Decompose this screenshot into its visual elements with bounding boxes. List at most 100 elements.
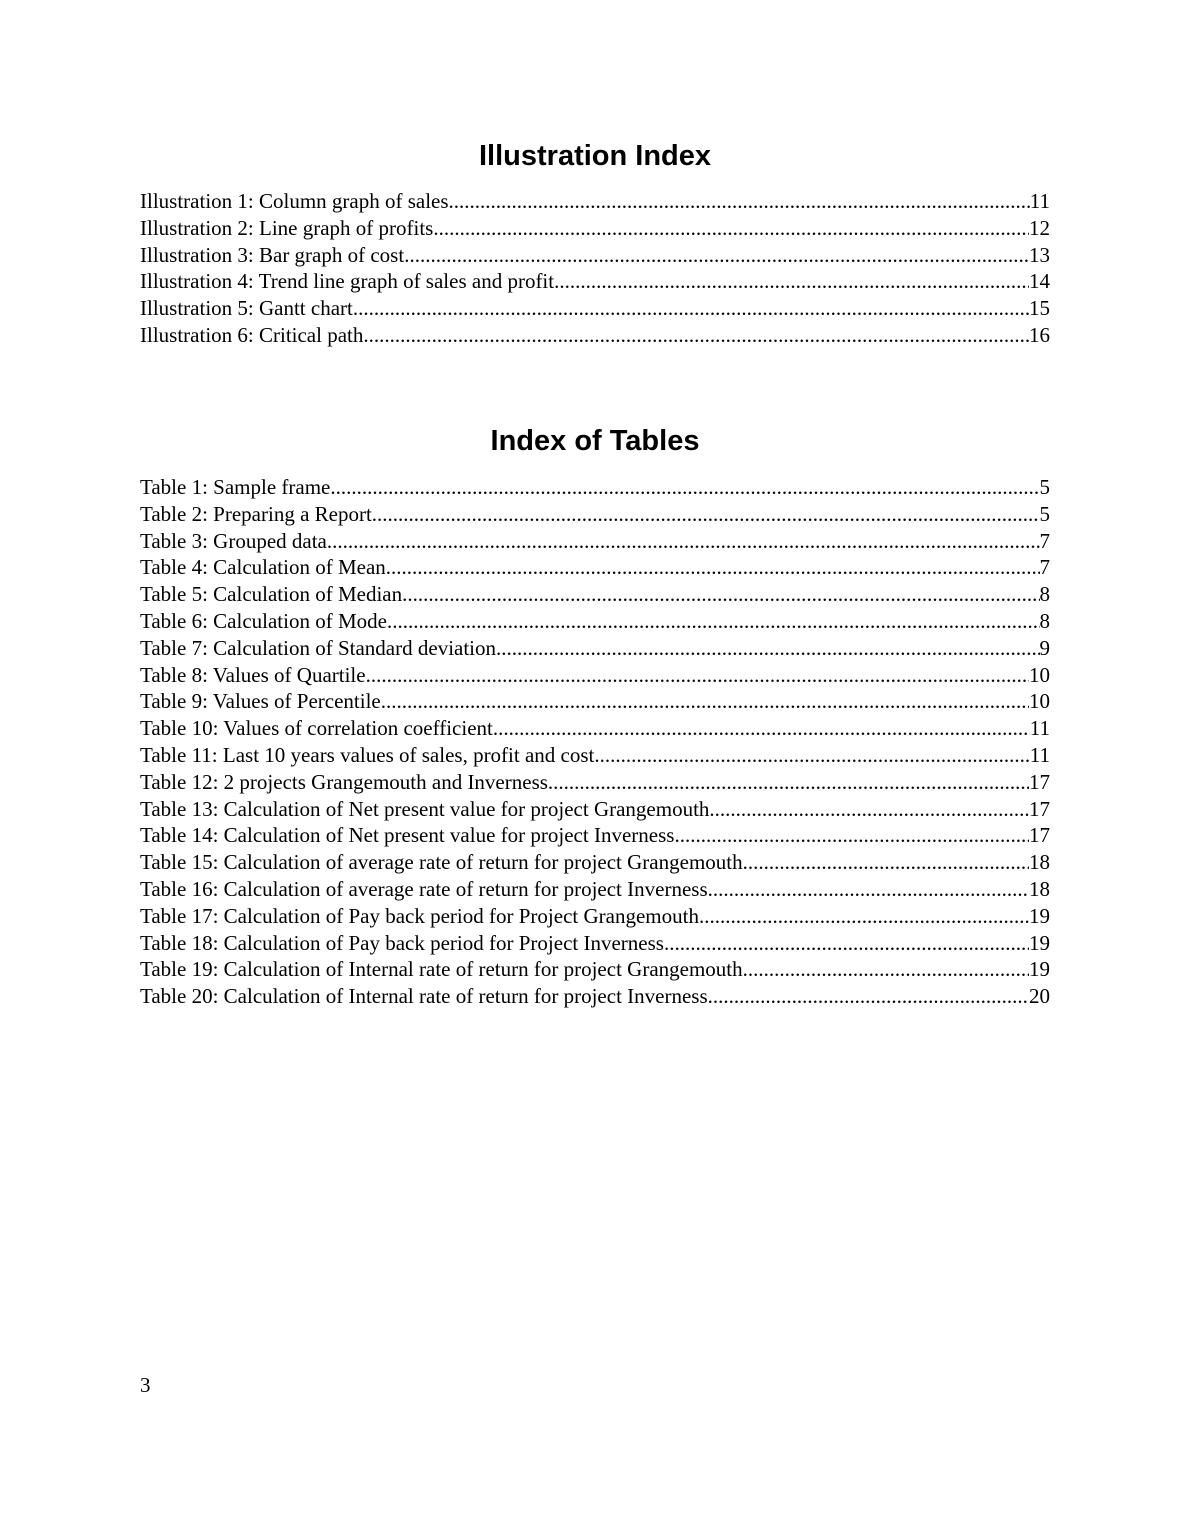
entry-label: Table 16: Calculation of average rate of… xyxy=(140,876,708,901)
illustration-index-title: Illustration Index xyxy=(478,140,712,172)
entry-label: Table 17: Calculation of Pay back period… xyxy=(140,903,699,928)
entry-label: Table 19: Calculation of Internal rate o… xyxy=(140,957,743,982)
index-entry[interactable]: Table 3: Grouped data 7 xyxy=(140,528,1050,555)
index-entry[interactable]: Table 16: Calculation of average rate of… xyxy=(140,876,1050,903)
entry-page-number: 19 xyxy=(1029,957,1050,982)
entry-label: Illustration 4: Trend line graph of sale… xyxy=(140,269,555,294)
entry-label: Table 20: Calculation of Internal rate o… xyxy=(140,984,708,1009)
entry-page-number: 16 xyxy=(1029,322,1050,347)
entry-page-number: 14 xyxy=(1029,269,1050,294)
entry-label: Table 8: Values of Quartile xyxy=(140,662,366,687)
dot-leader xyxy=(372,501,1040,528)
entry-page-number: 15 xyxy=(1029,296,1050,321)
index-entry[interactable]: Illustration 6: Critical path 16 xyxy=(140,322,1050,349)
entry-label: Table 11: Last 10 years values of sales,… xyxy=(140,742,595,767)
entry-label: Table 10: Values of correlation coeffici… xyxy=(140,716,493,741)
dot-leader xyxy=(363,322,1029,349)
index-entry[interactable]: Table 17: Calculation of Pay back period… xyxy=(140,903,1050,930)
index-entry[interactable]: Table 14: Calculation of Net present val… xyxy=(140,822,1050,849)
entry-label: Table 3: Grouped data xyxy=(140,528,327,553)
entry-label: Table 18: Calculation of Pay back period… xyxy=(140,930,664,955)
entry-label: Illustration 2: Line graph of profits xyxy=(140,215,434,240)
entry-label: Table 7: Calculation of Standard deviati… xyxy=(140,635,497,660)
dot-leader xyxy=(743,849,1029,876)
dot-leader xyxy=(387,608,1040,635)
index-entry[interactable]: Illustration 4: Trend line graph of sale… xyxy=(140,268,1050,295)
entry-page-number: 19 xyxy=(1029,930,1050,955)
index-entry[interactable]: Table 15: Calculation of average rate of… xyxy=(140,849,1050,876)
index-entry[interactable]: Table 4: Calculation of Mean 7 xyxy=(140,554,1050,581)
entry-label: Table 12: 2 projects Grangemouth and Inv… xyxy=(140,769,548,794)
entry-page-number: 17 xyxy=(1029,823,1050,848)
entry-label: Table 9: Values of Percentile xyxy=(140,689,381,714)
dot-leader xyxy=(353,295,1029,322)
dot-leader xyxy=(449,188,1030,215)
index-entry[interactable]: Illustration 2: Line graph of profits 12 xyxy=(140,215,1050,242)
index-entry[interactable]: Table 5: Calculation of Median 8 xyxy=(140,581,1050,608)
index-entry[interactable]: Illustration 3: Bar graph of cost 13 xyxy=(140,242,1050,269)
entry-page-number: 5 xyxy=(1039,475,1051,499)
dot-leader xyxy=(743,956,1029,983)
entry-label: Table 2: Preparing a Report xyxy=(140,501,372,526)
entry-label: Illustration 5: Gantt chart xyxy=(140,296,353,321)
dot-leader xyxy=(708,876,1029,903)
entry-page-number: 17 xyxy=(1029,769,1050,794)
entry-page-number: 11 xyxy=(1029,716,1050,741)
dot-leader xyxy=(493,715,1030,742)
index-entry[interactable]: Table 6: Calculation of Mode 8 xyxy=(140,608,1050,635)
index-entry[interactable]: Table 2: Preparing a Report 5 xyxy=(140,501,1050,528)
entry-page-number: 7 xyxy=(1039,555,1051,580)
entry-label: Table 6: Calculation of Mode xyxy=(140,608,387,633)
index-entry[interactable]: Table 9: Values of Percentile 10 xyxy=(140,688,1050,715)
table-index-title: Index of Tables xyxy=(490,425,700,457)
index-entry[interactable]: Table 1: Sample frame 5 xyxy=(140,474,1050,501)
dot-leader xyxy=(708,983,1029,1010)
dot-leader xyxy=(433,215,1029,242)
entry-page-number: 11 xyxy=(1029,189,1050,213)
entry-page-number: 20 xyxy=(1029,984,1050,1009)
entry-label: Table 14: Calculation of Net present val… xyxy=(140,823,675,848)
entry-page-number: 9 xyxy=(1039,635,1051,660)
dot-leader xyxy=(386,554,1040,581)
dot-leader xyxy=(709,796,1029,823)
entry-label: Table 1: Sample frame xyxy=(140,475,331,499)
entry-page-number: 8 xyxy=(1039,582,1051,607)
index-entry[interactable]: Table 10: Values of correlation coeffici… xyxy=(140,715,1050,742)
index-entry[interactable]: Table 11: Last 10 years values of sales,… xyxy=(140,742,1050,769)
entry-label: Table 4: Calculation of Mean xyxy=(140,555,386,580)
index-entry[interactable]: Illustration 5: Gantt chart 15 xyxy=(140,295,1050,322)
entry-label: Table 15: Calculation of average rate of… xyxy=(140,850,743,875)
dot-leader xyxy=(699,903,1029,930)
entry-page-number: 18 xyxy=(1029,876,1050,901)
entry-label: Illustration 6: Critical path xyxy=(140,322,364,347)
entry-page-number: 12 xyxy=(1029,215,1050,240)
index-entry[interactable]: Table 12: 2 projects Grangemouth and Inv… xyxy=(140,769,1050,796)
entry-page-number: 8 xyxy=(1039,608,1051,633)
entry-label: Table 13: Calculation of Net present val… xyxy=(140,796,710,821)
dot-leader xyxy=(664,930,1029,957)
dot-leader xyxy=(554,268,1029,295)
entry-label: Illustration 3: Bar graph of cost xyxy=(140,242,405,267)
index-entry[interactable]: Table 19: Calculation of Internal rate o… xyxy=(140,956,1050,983)
dot-leader xyxy=(496,635,1039,662)
dot-leader xyxy=(402,581,1039,608)
page-number: 3 xyxy=(140,1373,151,1397)
index-entry[interactable]: Table 8: Values of Quartile 10 xyxy=(140,662,1050,689)
index-entry[interactable]: Table 20: Calculation of Internal rate o… xyxy=(140,983,1050,1010)
entry-page-number: 10 xyxy=(1029,662,1050,687)
illustration-index-list: Illustration 1: Column graph of sales11I… xyxy=(140,188,1050,349)
entry-page-number: 7 xyxy=(1039,528,1051,553)
dot-leader xyxy=(674,822,1029,849)
dot-leader xyxy=(594,742,1029,769)
index-entry[interactable]: Table 7: Calculation of Standard deviati… xyxy=(140,635,1050,662)
index-entry[interactable]: Table 13: Calculation of Net present val… xyxy=(140,796,1050,823)
index-entry[interactable]: Illustration 1: Column graph of sales 11 xyxy=(140,188,1050,215)
dot-leader xyxy=(330,474,1039,501)
entry-page-number: 18 xyxy=(1029,850,1050,875)
entry-page-number: 13 xyxy=(1029,242,1050,267)
entry-page-number: 19 xyxy=(1029,903,1050,928)
table-index-list: Table 1: Sample frame5Table 2: Preparing… xyxy=(140,474,1050,1010)
entry-page-number: 10 xyxy=(1029,689,1050,714)
index-entry[interactable]: Table 18: Calculation of Pay back period… xyxy=(140,930,1050,957)
entry-label: Illustration 1: Column graph of sales xyxy=(140,189,449,213)
